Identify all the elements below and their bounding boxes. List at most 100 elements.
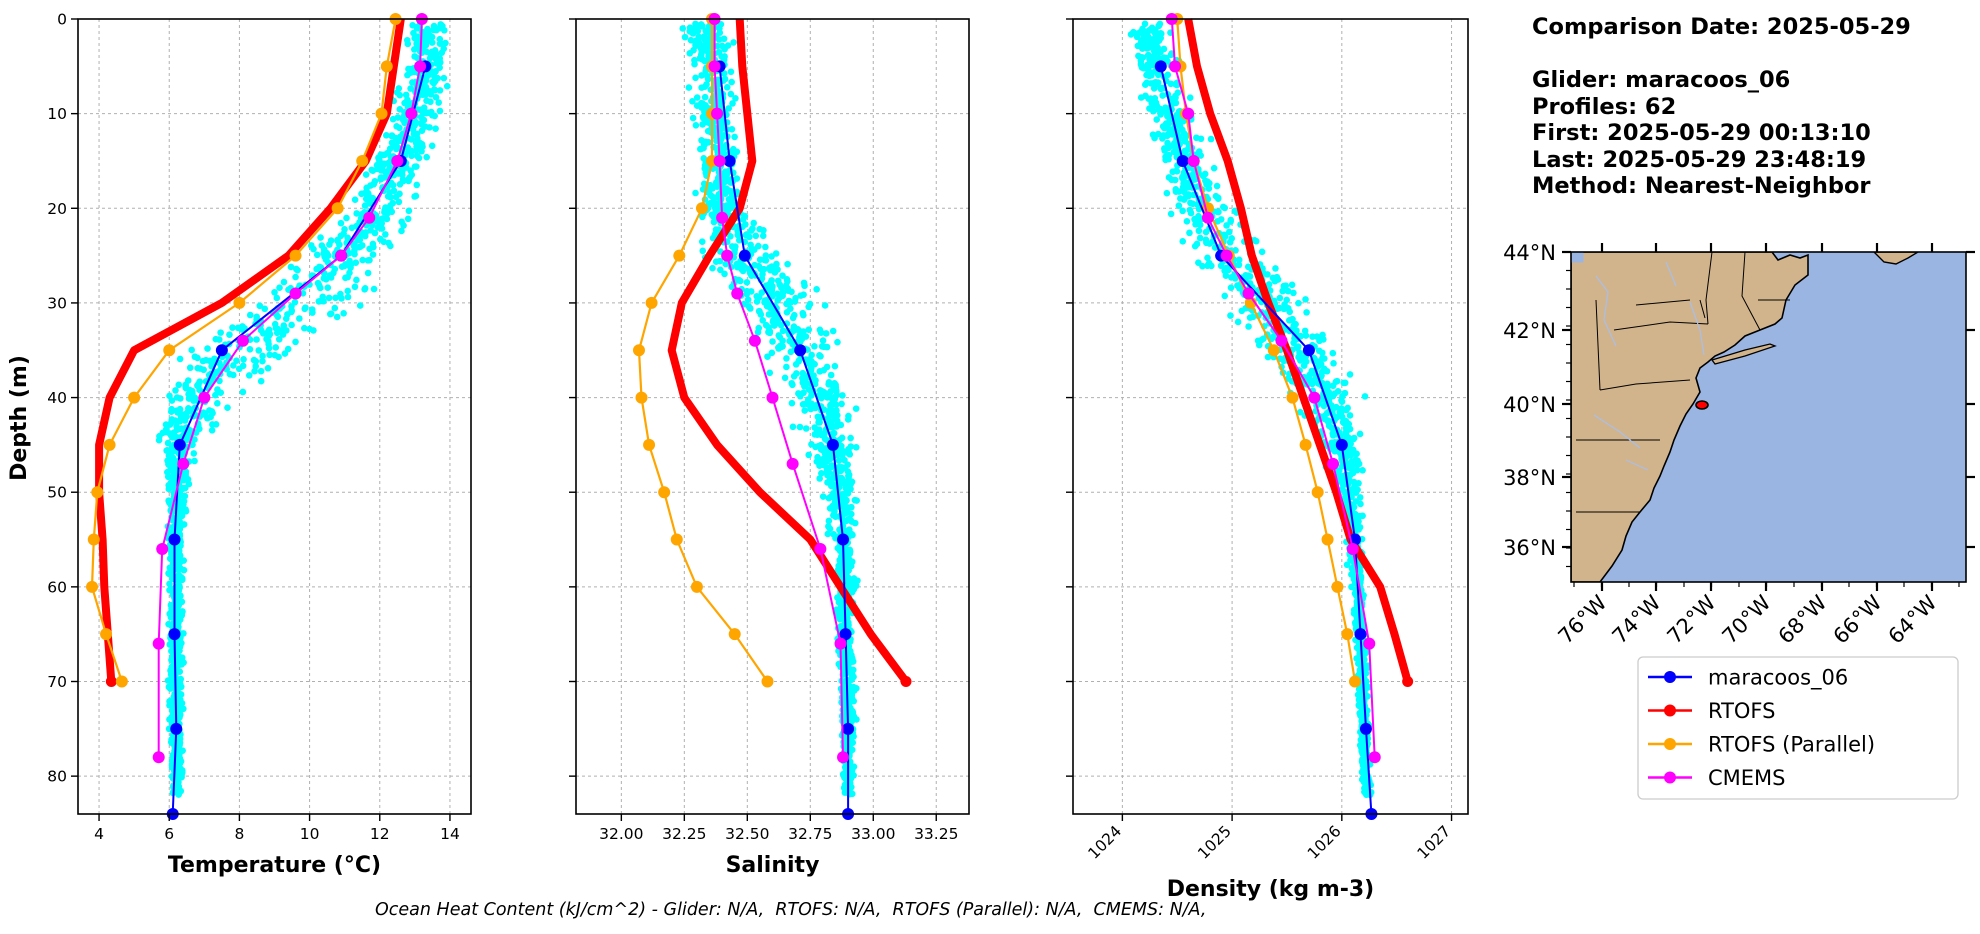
raw-point	[728, 283, 736, 291]
raw-point	[436, 55, 444, 62]
raw-point	[413, 163, 420, 170]
series-point	[86, 580, 99, 593]
raw-point	[720, 35, 728, 43]
raw-point	[178, 425, 185, 432]
series-point	[761, 675, 774, 688]
raw-point	[1338, 413, 1346, 421]
raw-point	[1273, 273, 1281, 281]
raw-point	[1148, 99, 1156, 107]
x-tick-label: 14	[440, 825, 460, 843]
raw-point	[380, 161, 387, 168]
series-point	[794, 344, 807, 357]
raw-point	[287, 263, 295, 271]
series-line-rtofs	[667, 18, 910, 684]
raw-point	[790, 372, 798, 380]
raw-point	[1356, 430, 1364, 438]
raw-point	[1160, 133, 1167, 140]
raw-point	[834, 544, 842, 552]
raw-point	[819, 493, 827, 500]
method: Method: Nearest-Neighbor	[1532, 173, 1871, 199]
raw-point	[431, 112, 439, 120]
raw-point	[398, 218, 405, 226]
raw-point	[310, 245, 317, 253]
raw-point	[168, 647, 175, 655]
raw-point	[428, 33, 436, 41]
raw-point	[1172, 186, 1180, 193]
raw-point	[813, 286, 820, 293]
raw-point	[1276, 294, 1284, 302]
raw-point	[730, 39, 737, 46]
legend-label: CMEMS	[1708, 766, 1786, 790]
raw-point	[789, 381, 796, 389]
series-point	[391, 154, 404, 167]
series-point	[1169, 60, 1182, 73]
raw-point	[832, 401, 840, 409]
series-point	[1201, 211, 1214, 224]
raw-point	[768, 253, 775, 260]
raw-point	[381, 208, 388, 216]
raw-point	[1279, 287, 1286, 295]
raw-point	[755, 262, 763, 270]
legend-label: RTOFS	[1708, 699, 1775, 723]
raw-point	[712, 258, 720, 265]
raw-point	[767, 304, 774, 312]
raw-point	[226, 370, 234, 378]
raw-point	[292, 273, 299, 281]
axes-frame	[575, 18, 970, 815]
raw-point	[180, 630, 187, 637]
raw-point	[841, 456, 848, 464]
raw-point	[276, 284, 283, 292]
raw-point	[246, 346, 254, 353]
raw-point	[838, 434, 846, 442]
raw-point	[176, 592, 184, 599]
raw-point	[327, 237, 335, 244]
raw-point	[787, 348, 795, 356]
raw-point	[845, 446, 852, 453]
raw-point	[686, 49, 694, 57]
raw-point	[718, 133, 725, 140]
raw-point	[814, 431, 821, 439]
raw-point	[814, 413, 822, 421]
raw-point	[1258, 248, 1266, 256]
raw-point	[309, 309, 316, 316]
raw-point	[1347, 440, 1354, 448]
raw-point	[744, 296, 752, 304]
series-point	[233, 296, 246, 309]
raw-point	[1359, 756, 1367, 763]
raw-point	[172, 387, 179, 394]
series-point	[1267, 344, 1280, 357]
raw-point	[800, 291, 807, 298]
comparison-date: Comparison Date: 2025-05-29	[1532, 14, 1911, 40]
raw-point	[833, 606, 840, 613]
raw-point	[1163, 123, 1171, 131]
lat-label: 40°N	[1503, 393, 1556, 417]
raw-point	[347, 261, 355, 268]
raw-point	[796, 423, 804, 431]
raw-point	[838, 451, 846, 459]
raw-point	[436, 24, 443, 32]
raw-point	[698, 56, 706, 63]
raw-point	[1183, 218, 1191, 225]
raw-point	[825, 380, 832, 388]
raw-point	[827, 371, 835, 379]
raw-point	[783, 363, 790, 371]
series-point	[1368, 751, 1381, 764]
raw-point	[342, 274, 349, 282]
x-tick-label: 32.25	[662, 825, 706, 843]
raw-point	[1165, 151, 1173, 159]
raw-point	[1155, 37, 1163, 44]
raw-point	[822, 457, 830, 464]
raw-point	[725, 105, 733, 112]
y-tick-label: 20	[47, 200, 67, 218]
raw-point	[739, 267, 747, 275]
raw-point	[369, 194, 377, 202]
x-tick-label: 10	[300, 825, 320, 843]
raw-point	[805, 451, 813, 459]
raw-point	[1319, 331, 1326, 339]
raw-point	[1306, 371, 1314, 378]
raw-point	[769, 317, 777, 324]
raw-point	[805, 326, 813, 333]
series-point	[1311, 486, 1324, 499]
raw-point	[1272, 265, 1279, 272]
raw-point	[733, 260, 741, 268]
